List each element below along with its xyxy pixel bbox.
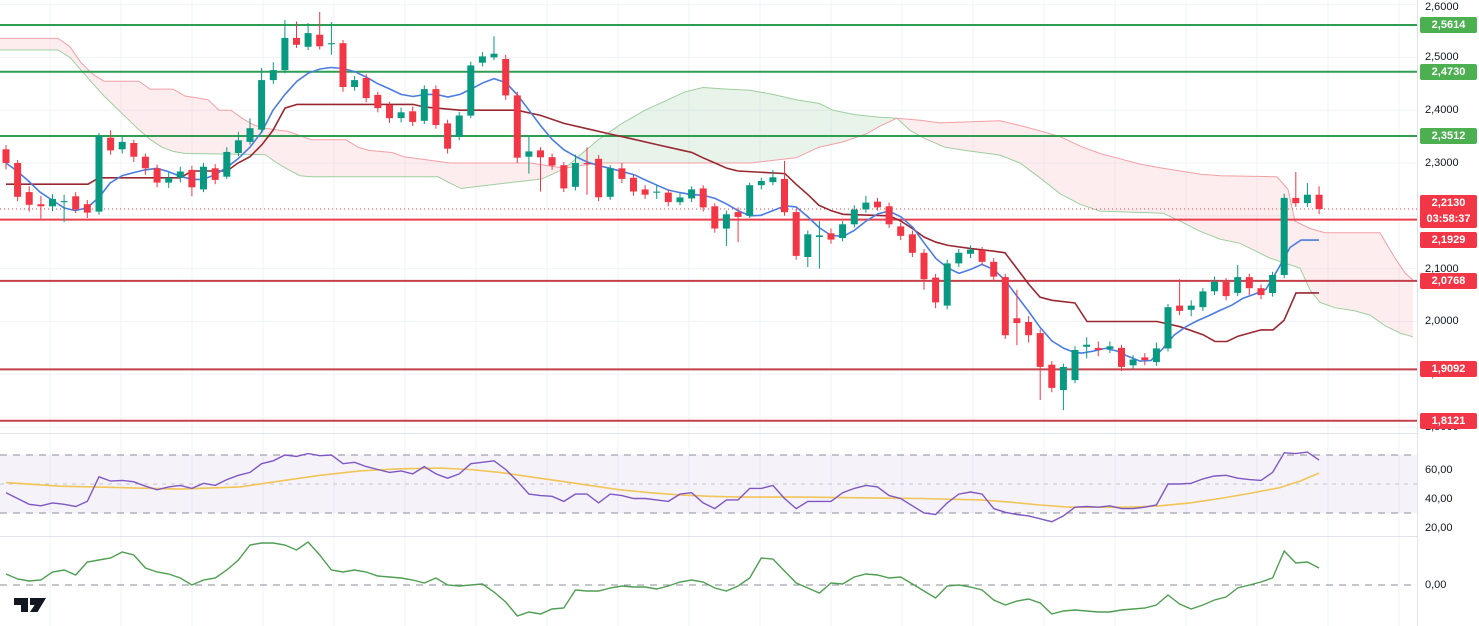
rsi-line	[5, 451, 1320, 523]
rsi-band	[0, 455, 1417, 513]
ichimoku-cloud	[0, 37, 1414, 338]
level-badge-red: 2,0768	[1420, 273, 1477, 289]
tradingview-logo[interactable]	[12, 595, 52, 615]
candle-countdown: 03:58:37	[1426, 213, 1471, 225]
pane-separator-rsi-oscillator[interactable]	[0, 536, 1479, 537]
price-axis-label: 2,1000	[1425, 263, 1459, 275]
current-price-value: 2,2130	[1431, 197, 1466, 209]
tradingview-logo-glyph	[14, 598, 46, 612]
oscillator-axis-label: 0,00	[1425, 579, 1447, 591]
price-axis[interactable]: 2,60002,50002,40002,30002,20002,10002,00…	[1417, 0, 1479, 626]
level-badge-red: 2,1929	[1420, 232, 1477, 248]
price-axis-label: 2,0000	[1425, 315, 1459, 327]
price-axis-label: 2,5000	[1425, 51, 1459, 63]
pane-separator-price-rsi[interactable]	[0, 433, 1479, 434]
price-axis-label: 2,6000	[1425, 1, 1459, 13]
rsi-axis-label: 40,00	[1425, 493, 1453, 505]
oscillator-line	[5, 541, 1320, 617]
candles	[2, 12, 1323, 411]
rsi-axis-label: 60,00	[1425, 464, 1453, 476]
price-axis-label: 2,4000	[1425, 104, 1459, 116]
level-badge-red: 1,8121	[1420, 413, 1477, 429]
price-axis-label: 2,3000	[1425, 157, 1459, 169]
level-badge-green: 2,3512	[1420, 128, 1477, 144]
kijun-line	[6, 103, 1319, 343]
level-lines[interactable]	[0, 24, 1417, 422]
grid-horizontal	[0, 4, 1417, 428]
level-badge-red: 1,9092	[1420, 361, 1477, 377]
level-badge-green: 2,5614	[1420, 17, 1477, 33]
current-price-badge: 2,2130 03:58:37	[1420, 195, 1477, 228]
price-chart-svg[interactable]	[0, 0, 1417, 626]
level-badge-green: 2,4730	[1420, 64, 1477, 80]
rsi-axis-label: 20,00	[1425, 522, 1453, 534]
